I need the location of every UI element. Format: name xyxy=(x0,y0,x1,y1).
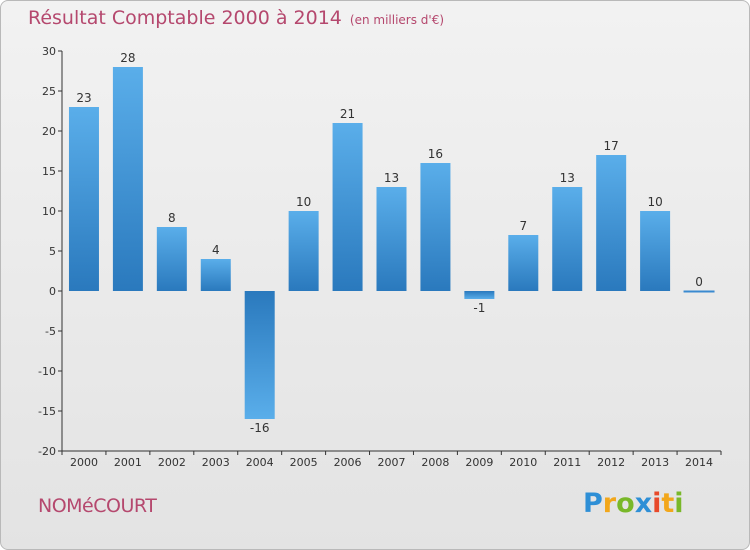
x-tick-label: 2008 xyxy=(421,456,449,469)
bar xyxy=(376,187,407,291)
x-tick-label: 2000 xyxy=(70,456,98,469)
logo-letter: t xyxy=(661,488,675,519)
logo-letter: r xyxy=(602,488,617,519)
x-tick-label: 2010 xyxy=(509,456,537,469)
data-label: 23 xyxy=(76,91,91,105)
x-tick-label: 2011 xyxy=(553,456,581,469)
y-tick-label: 20 xyxy=(42,125,56,138)
x-tick-label: 2014 xyxy=(685,456,713,469)
chart-subtitle: (en milliers d'€) xyxy=(349,13,445,27)
x-tick-label: 2002 xyxy=(158,456,186,469)
x-tick-label: 2003 xyxy=(202,456,230,469)
y-tick-label: 5 xyxy=(49,245,56,258)
data-label: 10 xyxy=(296,195,311,209)
proxiti-logo: Proxiti xyxy=(583,488,684,519)
logo-letter: x xyxy=(634,488,653,519)
data-label: -1 xyxy=(473,301,485,315)
data-label: 16 xyxy=(428,147,443,161)
bar xyxy=(156,227,187,291)
data-label: 10 xyxy=(647,195,662,209)
bar xyxy=(200,259,231,291)
bar xyxy=(640,211,671,291)
data-label: 17 xyxy=(604,139,619,153)
bar xyxy=(420,163,451,291)
bar xyxy=(596,155,627,291)
data-label: 4 xyxy=(212,243,220,257)
chart-title: Résultat Comptable 2000 à 2014 xyxy=(28,7,342,29)
y-tick-label: 0 xyxy=(49,285,56,298)
y-tick-label: -5 xyxy=(45,325,56,338)
x-tick-label: 2004 xyxy=(246,456,274,469)
logo-letter: o xyxy=(616,488,635,519)
x-tick-label: 2007 xyxy=(378,456,406,469)
y-tick-label: -15 xyxy=(38,405,56,418)
data-label: 8 xyxy=(168,211,176,225)
logo-letter: i xyxy=(652,488,662,519)
y-tick-label: 25 xyxy=(42,85,56,98)
x-tick-label: 2013 xyxy=(641,456,669,469)
data-label: 21 xyxy=(340,107,355,121)
bar xyxy=(332,123,363,291)
chart-title-block: Résultat Comptable 2000 à 2014 (en millie… xyxy=(28,7,444,29)
x-tick-label: 2001 xyxy=(114,456,142,469)
x-tick-label: 2009 xyxy=(465,456,493,469)
x-tick-label: 2012 xyxy=(597,456,625,469)
data-label: 7 xyxy=(519,219,527,233)
y-tick-label: 15 xyxy=(42,165,56,178)
logo-letter: P xyxy=(583,488,603,519)
bar xyxy=(508,235,539,291)
x-tick-label: 2005 xyxy=(290,456,318,469)
bar xyxy=(552,187,583,291)
bar xyxy=(112,67,143,291)
y-tick-label: -10 xyxy=(38,365,56,378)
y-tick-label: 10 xyxy=(42,205,56,218)
x-tick-label: 2006 xyxy=(334,456,362,469)
data-label: 28 xyxy=(120,51,135,65)
y-tick-label: -20 xyxy=(38,445,56,458)
bar xyxy=(288,211,319,291)
data-label: -16 xyxy=(250,421,270,435)
bar xyxy=(68,107,99,291)
data-label: 13 xyxy=(384,171,399,185)
logo-letter: i xyxy=(674,488,684,519)
bar xyxy=(464,291,495,299)
bar xyxy=(683,290,715,293)
data-label: 0 xyxy=(695,275,703,289)
y-tick-label: 30 xyxy=(42,45,56,58)
data-label: 13 xyxy=(560,171,575,185)
bar xyxy=(244,291,275,419)
commune-name: NOMéCOURT xyxy=(38,495,157,517)
